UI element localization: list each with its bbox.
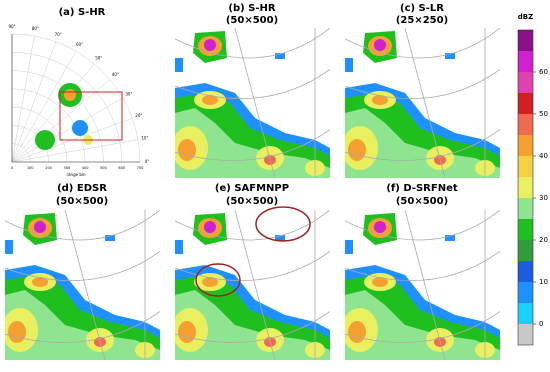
radial-line [11, 41, 57, 163]
colorbar-segment [518, 93, 533, 114]
echo [35, 130, 55, 150]
angle-label: 70° [55, 32, 62, 37]
angle-label: 30° [125, 92, 132, 97]
angle-label: 80° [32, 26, 39, 31]
grid-arc [11, 52, 122, 163]
colorbar-segment [518, 282, 533, 303]
echo [64, 89, 76, 101]
colorbar-segment [518, 135, 533, 156]
radial-line [11, 63, 95, 163]
highlight [255, 206, 311, 242]
radar-image [135, 210, 365, 360]
x-tick-label: 600 [118, 166, 125, 170]
grid-arc [11, 33, 141, 163]
x-tick-label: 700 [137, 166, 144, 170]
tick-label: 30 [539, 194, 548, 202]
colorbar-segment [518, 156, 533, 177]
x-tick-label: 400 [82, 166, 89, 170]
radar-image [0, 210, 195, 360]
colorbar-segment [518, 324, 533, 345]
x-tick-label: 100 [27, 166, 34, 170]
angle-label: 20° [135, 113, 142, 118]
x-axis-label: range bin [66, 172, 86, 177]
panel-subtitle: (50×500) [226, 196, 278, 207]
panel-title: (e) SAFMNPP [215, 183, 289, 194]
colorbar-label: dBZ [518, 13, 533, 21]
radial-line [11, 51, 77, 163]
angle-label: 0° [145, 159, 150, 164]
colorbar-segment [518, 198, 533, 219]
echo [72, 120, 88, 136]
radar-image [135, 28, 365, 178]
angle-label: 10° [141, 136, 148, 141]
x-tick-label: 300 [64, 166, 71, 170]
grid-arc [11, 88, 86, 163]
zoom-box [59, 91, 123, 141]
angle-label: 40° [112, 72, 119, 77]
tick-label: 50 [539, 110, 548, 118]
grid-arc [11, 106, 68, 163]
panel-subtitle: (25×250) [396, 15, 448, 26]
panel-title: (f) D-SRFNet [386, 183, 457, 194]
colorbar-segment [518, 72, 533, 93]
colorbar: 0 10 20 30 40 50 60 dBZ [517, 13, 548, 346]
panel-subtitle: (50×500) [396, 196, 448, 207]
colorbar-segment [518, 30, 533, 51]
colorbar-segment [518, 114, 533, 135]
panel-subtitle: (50×500) [226, 15, 278, 26]
tick-label: 60 [539, 68, 548, 76]
panels: (a) S-HR (b) S-HR(50×500)(c) S-LR(25×250)… [0, 3, 535, 360]
tick-label: 10 [539, 278, 548, 286]
radar-image [305, 210, 535, 360]
panel-title: (b) S-HR [228, 3, 276, 14]
colorbar-frame [517, 29, 534, 346]
tick-label: 40 [539, 152, 548, 160]
x-tick-label: 200 [45, 166, 52, 170]
tick-label: 0 [539, 320, 543, 328]
grid-arc [11, 143, 31, 163]
x-tick-label: 500 [100, 166, 107, 170]
panel-title: (c) S-LR [400, 3, 444, 14]
angle-label: 90° [8, 24, 15, 29]
colorbar-segment [518, 240, 533, 261]
radial-line [11, 97, 123, 163]
colorbar-segment [518, 303, 533, 324]
radar-image [305, 28, 535, 178]
x-tick-label: 0 [11, 166, 13, 170]
tick-label: 20 [539, 236, 548, 244]
colorbar-segment [518, 219, 533, 240]
radial-line [11, 139, 139, 163]
colorbar-segment [518, 51, 533, 72]
highlight [195, 263, 241, 297]
angle-label: 60° [76, 42, 83, 47]
radial-line [11, 79, 111, 163]
colorbar-segment [518, 177, 533, 198]
panel-title: (a) S-HR [59, 7, 106, 18]
angle-label: 50° [95, 56, 102, 61]
panel-title: (d) EDSR [57, 183, 107, 194]
radial-line [11, 35, 35, 163]
colorbar-segment [518, 261, 533, 282]
panel-subtitle: (50×500) [56, 196, 108, 207]
